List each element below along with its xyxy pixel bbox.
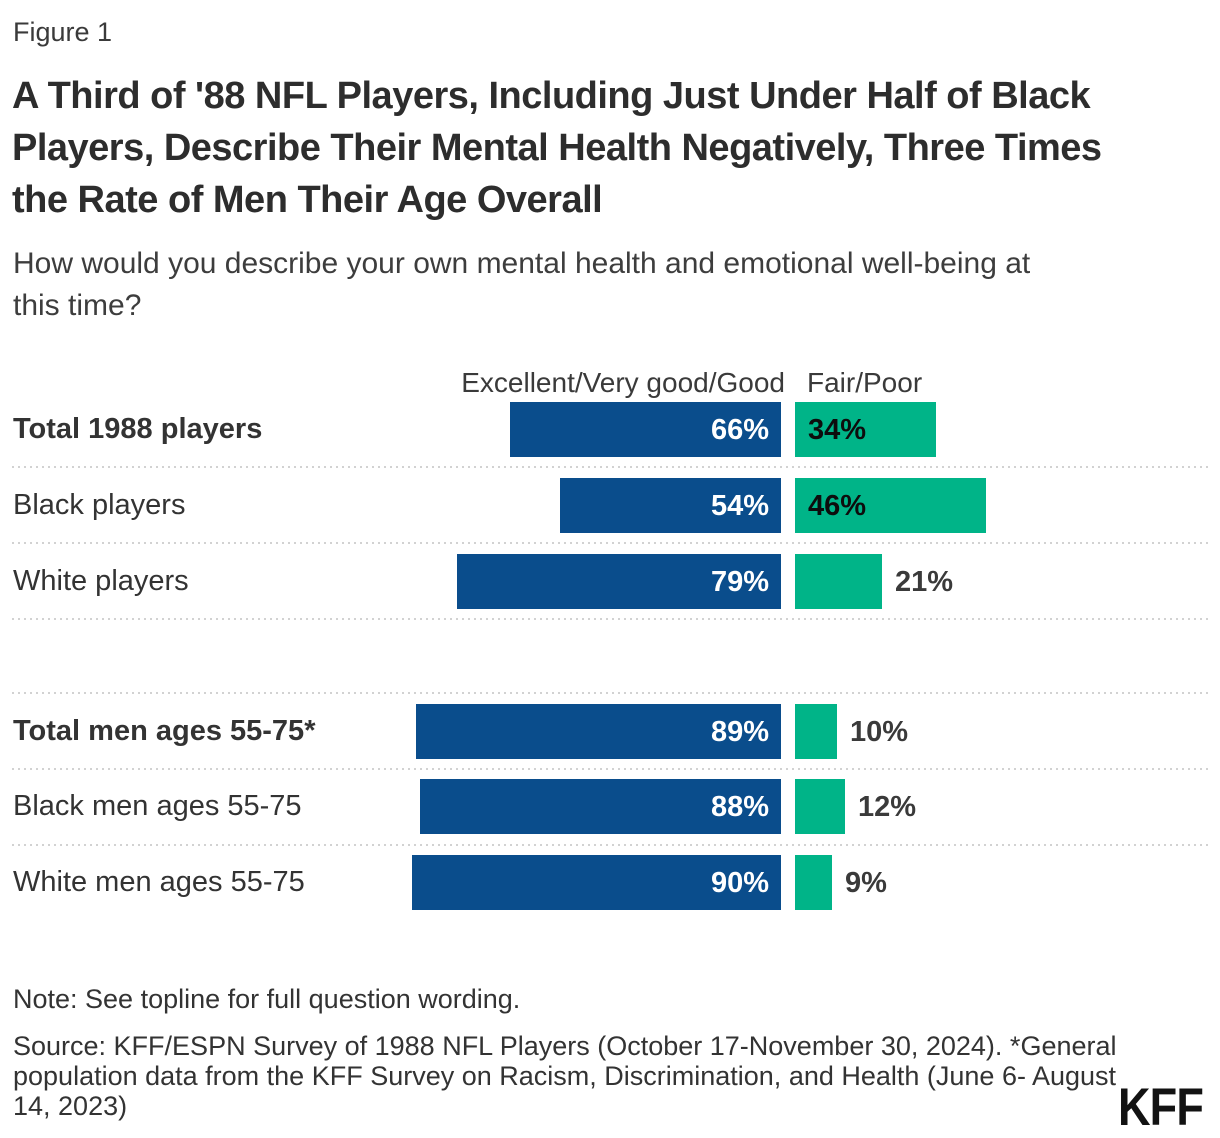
chart-title-line-3: the Rate of Men Their Age Overall bbox=[12, 179, 603, 221]
row-separator bbox=[12, 542, 1208, 544]
chart-title: A Third of '88 NFL Players, Including Ju… bbox=[12, 70, 1212, 226]
excellent-bar: 54% bbox=[560, 478, 781, 533]
excellent-value-label: 90% bbox=[710, 867, 769, 899]
source-text: Source: KFF/ESPN Survey of 1988 NFL Play… bbox=[13, 1031, 1123, 1121]
row-separator bbox=[12, 768, 1208, 770]
excellent-bar: 89% bbox=[416, 704, 781, 759]
excellent-value-label: 54% bbox=[710, 490, 769, 522]
category-label: Black players bbox=[13, 489, 186, 521]
chart-title-line-1: A Third of '88 NFL Players, Including Ju… bbox=[12, 75, 1091, 117]
row-separator bbox=[12, 692, 1208, 694]
category-label: Black men ages 55-75 bbox=[13, 790, 302, 822]
chart-subtitle: How would you describe your own mental h… bbox=[13, 243, 1193, 327]
excellent-bar: 79% bbox=[457, 554, 781, 609]
row-separator bbox=[12, 844, 1208, 846]
fair-value-label: 10% bbox=[850, 716, 909, 748]
category-label: Total 1988 players bbox=[13, 413, 263, 445]
fair-value-label: 21% bbox=[895, 566, 954, 598]
excellent-bar: 90% bbox=[412, 855, 781, 910]
figure-label: Figure 1 bbox=[13, 17, 113, 47]
fair-value-label: 34% bbox=[808, 414, 867, 446]
chart-subtitle-line-2: this time? bbox=[13, 289, 142, 322]
fair-value-label: 9% bbox=[845, 867, 887, 899]
excellent-value-label: 88% bbox=[710, 791, 769, 823]
excellent-value-label: 89% bbox=[710, 716, 769, 748]
excellent-bar: 66% bbox=[510, 402, 781, 457]
fair-bar: 34% bbox=[795, 402, 936, 457]
row-separator bbox=[12, 618, 1208, 620]
fair-value-label: 12% bbox=[858, 791, 917, 823]
column-header-fair: Fair/Poor bbox=[807, 367, 923, 398]
source-line-3: 14, 2023) bbox=[13, 1091, 128, 1121]
excellent-value-label: 79% bbox=[710, 566, 769, 598]
column-header-excellent: Excellent/Very good/Good bbox=[461, 367, 785, 398]
fair-bar bbox=[795, 779, 845, 834]
category-label: Total men ages 55-75* bbox=[13, 715, 316, 747]
source-line-2: population data from the KFF Survey on R… bbox=[13, 1061, 1117, 1091]
category-label: White men ages 55-75 bbox=[13, 866, 305, 898]
excellent-bar: 88% bbox=[420, 779, 781, 834]
note-text: Note: See topline for full question word… bbox=[13, 984, 521, 1014]
source-line-1: Source: KFF/ESPN Survey of 1988 NFL Play… bbox=[13, 1031, 1117, 1061]
fair-bar bbox=[795, 855, 832, 910]
chart-subtitle-line-1: How would you describe your own mental h… bbox=[13, 247, 1031, 280]
row-separator bbox=[12, 466, 1208, 468]
fair-value-label: 46% bbox=[808, 490, 867, 522]
fair-bar: 46% bbox=[795, 478, 986, 533]
fair-bar bbox=[795, 704, 837, 759]
category-label: White players bbox=[13, 565, 189, 597]
excellent-value-label: 66% bbox=[710, 414, 769, 446]
kff-logo: KFF bbox=[1118, 1078, 1204, 1137]
chart-title-line-2: Players, Describe Their Mental Health Ne… bbox=[12, 127, 1102, 169]
fair-bar bbox=[795, 554, 882, 609]
